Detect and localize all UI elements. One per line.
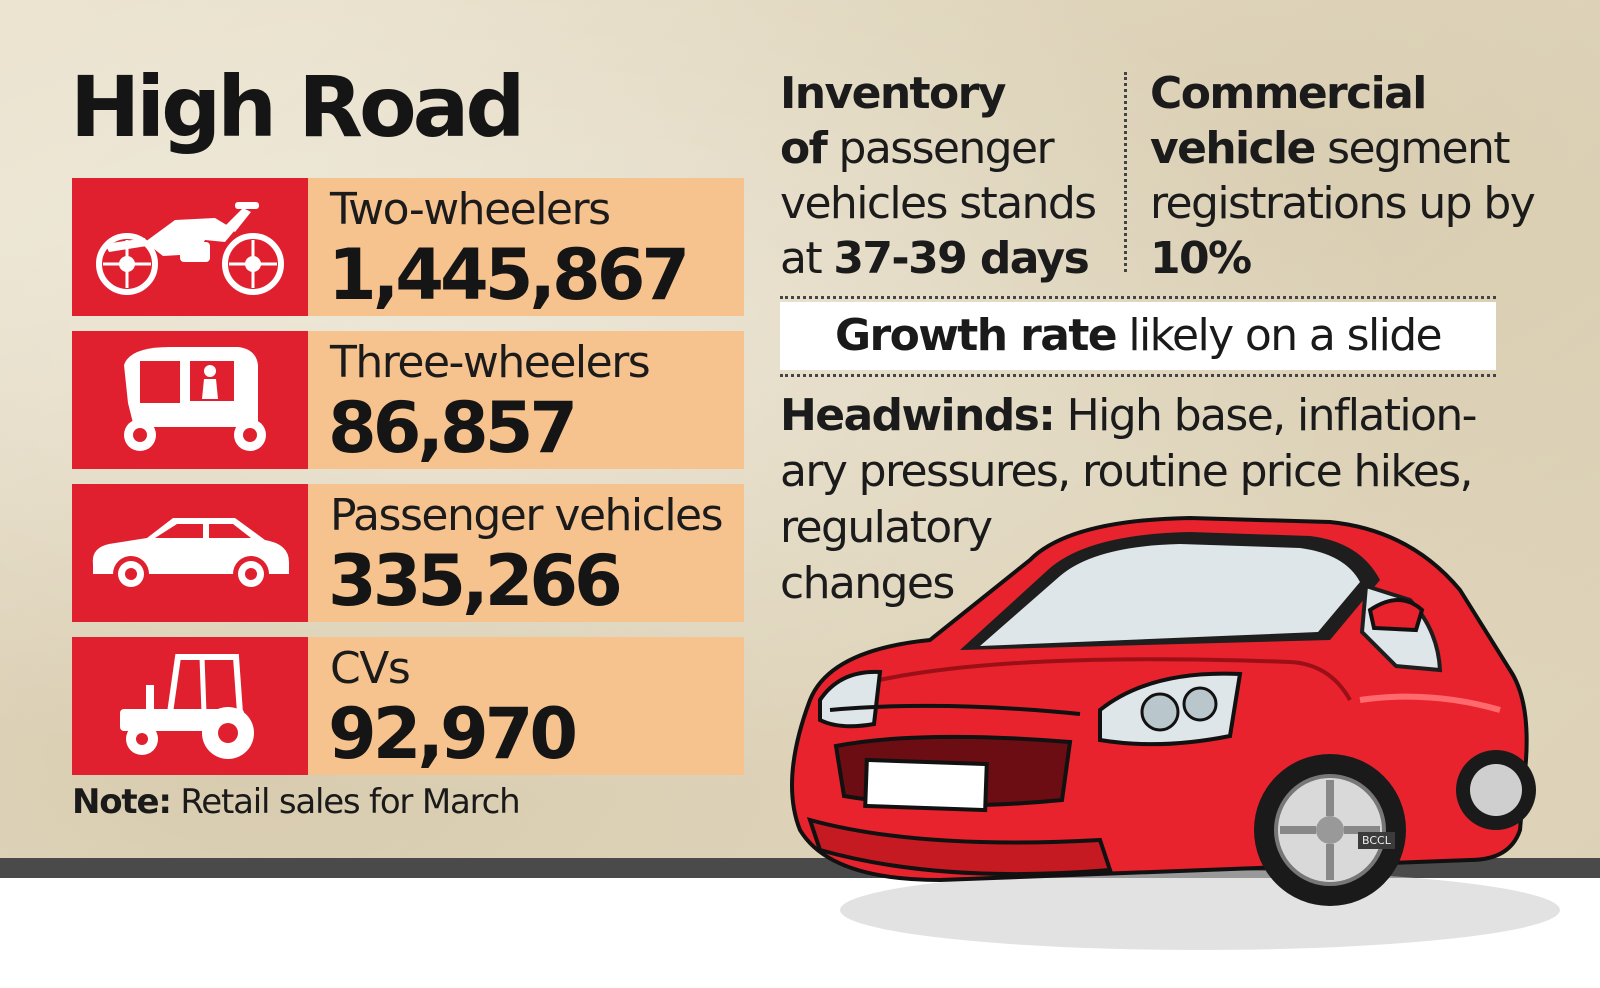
icon-panel — [72, 331, 308, 469]
value-panel — [308, 484, 744, 622]
commercial-percent: 10% — [1150, 233, 1252, 284]
note-prefix: Note: — [72, 782, 172, 822]
car-icon — [92, 518, 289, 592]
value-panel — [308, 331, 744, 469]
stat-value: 335,266 — [328, 540, 623, 622]
footnote: Note: Retail sales for March — [72, 782, 521, 822]
icon-panel — [72, 637, 308, 775]
dotted-divider — [780, 296, 1496, 299]
stat-label: Two-wheelers — [330, 184, 611, 235]
stat-label: Three-wheelers — [330, 337, 651, 388]
headwinds-bold: Headwinds: — [780, 390, 1056, 441]
note-text: Retail sales for March — [170, 782, 520, 822]
dotted-divider — [780, 374, 1496, 377]
icon-panel — [72, 178, 308, 316]
value-panel — [308, 178, 744, 316]
stat-row-two-wheelers: Two-wheelers 1,445,867 — [72, 178, 744, 316]
headwinds-line: High base, inflation- — [1054, 390, 1478, 441]
stat-row-passenger-vehicles: Passenger vehicles 335,266 — [72, 484, 744, 622]
motorcycle-icon — [96, 202, 284, 295]
vertical-divider — [1124, 72, 1127, 272]
stat-row-cvs: CVs 92,970 — [72, 637, 744, 775]
icon-panel — [72, 484, 308, 622]
inventory-body: passenger vehicles stands at — [780, 123, 1097, 284]
stat-value: 86,857 — [328, 387, 578, 469]
commercial-bold: Commercial vehicle — [1150, 68, 1427, 174]
commercial-text: Commercial vehicle segment registrations… — [1150, 66, 1590, 286]
tractor-icon — [120, 653, 254, 759]
headwinds-line: changes — [780, 558, 955, 609]
headwinds-line: ary pressures, routine price hikes, — [780, 446, 1473, 497]
growth-text: likely on a slide — [1116, 310, 1442, 361]
stat-value: 1,445,867 — [328, 234, 690, 316]
growth-bold: Growth rate — [834, 310, 1118, 361]
stat-label: CVs — [330, 643, 411, 694]
stat-label: Passenger vehicles — [330, 490, 724, 541]
inventory-days: 37-39 days — [833, 233, 1089, 284]
growth-banner: Growth rate likely on a slide — [780, 302, 1496, 370]
stat-row-three-wheelers: Three-wheelers 86,857 — [72, 331, 744, 469]
credit-badge: BCCL — [1358, 832, 1395, 849]
infographic-title: High Road — [70, 58, 525, 156]
commercial-body: segment registrations up by — [1150, 123, 1536, 229]
inventory-text: Inventory of passenger vehicles stands at… — [780, 66, 1120, 286]
headwinds-line: regulatory — [780, 502, 993, 553]
stat-value: 92,970 — [328, 693, 578, 775]
value-panel — [308, 637, 744, 775]
inventory-bold: Inventory — [780, 68, 1006, 119]
auto-rickshaw-icon — [124, 346, 266, 451]
red-car-illustration — [790, 515, 1560, 950]
inventory-of: of — [780, 123, 828, 174]
headwinds-text: Headwinds: High base, inflation- ary pre… — [780, 388, 1500, 612]
